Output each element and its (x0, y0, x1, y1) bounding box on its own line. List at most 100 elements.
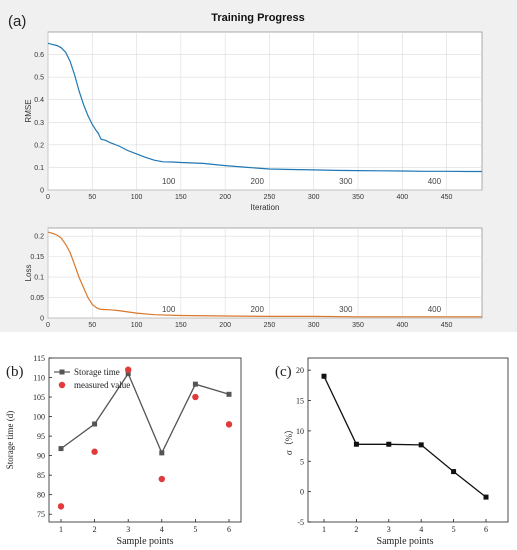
measured-value-points (57, 366, 233, 510)
sigma-x-tick-label: 3 (387, 525, 391, 534)
rmse-y-tick-label: 0.5 (34, 75, 44, 82)
storage-y-ticks: 75 80 85 90 95 100 105 110 115 (33, 354, 52, 519)
storage-y-tick-label: 105 (33, 393, 45, 402)
rmse-y-tick-label: 0.2 (34, 142, 44, 149)
storage-x-tick-label: 5 (193, 525, 197, 534)
rmse-y-tick-label: 0.6 (34, 52, 44, 59)
loss-y-tick-label: 0.15 (30, 254, 44, 261)
rmse-x-tick-label: 50 (88, 194, 96, 201)
sigma-y-tick-label: 5 (300, 457, 304, 466)
loss-grid (47, 228, 482, 319)
sigma-marker (483, 494, 489, 500)
rmse-y-ticks: 0 0.1 0.2 0.3 0.4 0.5 0.6 (34, 52, 44, 194)
rmse-epoch-label: 300 (339, 177, 353, 186)
storage-time-marker (58, 446, 64, 452)
sigma-y-tick-label: 0 (300, 488, 304, 497)
loss-plot: 0 0.05 0.1 0.15 0.2 0 50 100 150 200 250 300 350 400… (24, 227, 483, 329)
sigma-y-label: σ（%） (284, 425, 294, 455)
storage-plot: 75 80 85 90 95 100 105 110 115 1 2 3 4 5 6 Storage ti… (5, 354, 242, 547)
sigma-y-ticks: -5 0 5 10 15 20 (296, 366, 311, 527)
sigma-x-tick-label: 4 (419, 525, 423, 534)
sigma-plot: -5 0 5 10 15 20 1 2 3 4 5 6 Sample points σ（%） (284, 357, 509, 547)
rmse-x-tick-label: 250 (264, 194, 276, 201)
storage-y-tick-label: 85 (37, 471, 45, 480)
sigma-marker (386, 441, 392, 447)
storage-x-tick-label: 4 (160, 525, 164, 534)
storage-y-tick-label: 95 (37, 432, 45, 441)
loss-x-tick-label: 100 (131, 322, 143, 329)
legend-label-storage: Storage time (74, 367, 120, 377)
storage-time-markers (58, 371, 232, 456)
loss-x-tick-label: 200 (219, 322, 231, 329)
panel-label-c: (c) (275, 364, 292, 380)
sigma-marker (321, 373, 327, 379)
storage-legend: Storage time measured value (54, 367, 130, 390)
storage-y-label: Storage time (d) (5, 411, 15, 469)
storage-x-tick-label: 1 (59, 525, 63, 534)
storage-time-marker (226, 391, 232, 397)
sigma-marker (451, 469, 457, 475)
sigma-markers (321, 373, 489, 500)
measured-value-point (192, 393, 199, 401)
storage-y-tick-label: 80 (37, 491, 45, 500)
rmse-x-tick-label: 0 (46, 194, 50, 201)
rmse-y-tick-label: 0.3 (34, 120, 44, 127)
loss-y-tick-label: 0.1 (34, 275, 44, 282)
loss-y-label: Loss (24, 265, 33, 282)
sigma-x-tick-label: 1 (322, 525, 326, 534)
rmse-plot-area (47, 31, 483, 191)
loss-epoch-label: 400 (428, 305, 442, 314)
loss-y-tick-label: 0.2 (34, 234, 44, 241)
rmse-epoch-labels: 100 200 300 400 (162, 177, 442, 186)
rmse-x-ticks: 0 50 100 150 200 250 300 350 400 450 (46, 194, 452, 201)
storage-y-tick-label: 115 (33, 354, 45, 363)
sigma-x-ticks: 1 2 3 4 5 6 (322, 519, 488, 534)
loss-x-tick-label: 0 (46, 322, 50, 329)
rmse-y-tick-label: 0 (40, 188, 44, 195)
loss-x-tick-label: 250 (264, 322, 276, 329)
loss-x-ticks: 0 50 100 150 200 250 300 350 400 450 (46, 322, 452, 329)
panel-label-a: (a) (8, 13, 26, 30)
rmse-x-tick-label: 300 (308, 194, 320, 201)
rmse-x-tick-label: 350 (352, 194, 364, 201)
loss-x-tick-label: 450 (441, 322, 453, 329)
storage-x-tick-label: 2 (93, 525, 97, 534)
loss-epoch-labels: 100 200 300 400 (162, 305, 442, 314)
sigma-line (323, 375, 487, 498)
rmse-y-label: RMSE (24, 99, 33, 122)
sigma-x-tick-label: 6 (484, 525, 488, 534)
loss-y-tick-label: 0.05 (30, 295, 44, 302)
legend-label-measured: measured value (74, 380, 130, 390)
legend-marker-storage (59, 369, 65, 375)
loss-x-tick-label: 400 (396, 322, 408, 329)
storage-time-marker (192, 381, 198, 387)
chart-title: Training Progress (211, 12, 305, 24)
sigma-x-label: Sample points (377, 536, 434, 547)
loss-series-line (47, 231, 482, 318)
sigma-y-tick-label: 10 (296, 427, 304, 436)
loss-epoch-label: 100 (162, 305, 176, 314)
storage-y-tick-label: 90 (37, 452, 45, 461)
loss-y-ticks: 0 0.05 0.1 0.15 0.2 (30, 234, 44, 323)
storage-time-line (60, 372, 230, 455)
sigma-plot-area (307, 357, 509, 523)
rmse-x-label: Iteration (251, 203, 280, 212)
loss-plot-area (47, 227, 483, 319)
sigma-y-tick-label: 20 (296, 366, 304, 375)
storage-y-tick-label: 75 (37, 510, 45, 519)
loss-x-tick-label: 150 (175, 322, 187, 329)
storage-time-marker (92, 421, 98, 427)
rmse-x-tick-label: 400 (396, 194, 408, 201)
rmse-epoch-label: 200 (251, 177, 265, 186)
rmse-x-tick-label: 200 (219, 194, 231, 201)
sigma-x-tick-label: 2 (354, 525, 358, 534)
sigma-x-tick-label: 5 (452, 525, 456, 534)
rmse-plot: 0 0.1 0.2 0.3 0.4 0.5 0.6 0 50 100 150 200 250 300 35… (24, 31, 483, 212)
storage-time-marker (125, 371, 131, 377)
sigma-y-tick-label: -5 (297, 518, 304, 527)
storage-time-marker (159, 450, 165, 456)
sigma-marker (418, 442, 424, 448)
loss-x-tick-label: 300 (308, 322, 320, 329)
